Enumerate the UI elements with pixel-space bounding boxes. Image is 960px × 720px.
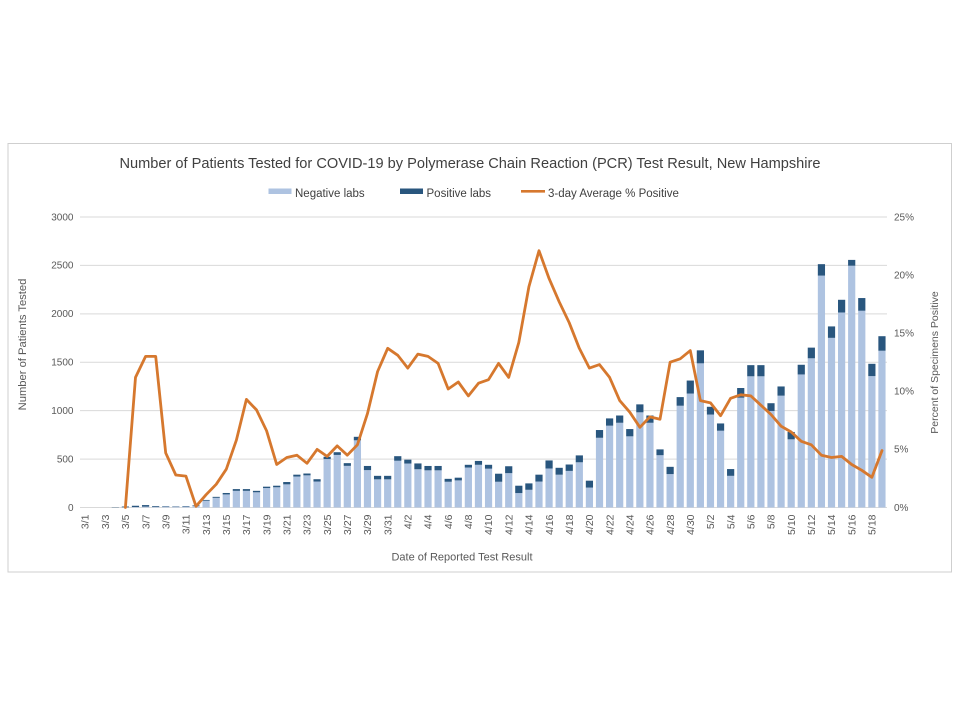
svg-text:3/11: 3/11: [181, 514, 193, 534]
svg-text:5/14: 5/14: [826, 514, 838, 535]
svg-text:3-day Average % Positive: 3-day Average % Positive: [548, 188, 679, 200]
svg-text:15%: 15%: [894, 329, 914, 340]
svg-text:0%: 0%: [894, 503, 909, 514]
svg-text:5/8: 5/8: [766, 514, 778, 529]
svg-text:Number of Patients Tested for: Number of Patients Tested for COVID-19 b…: [119, 156, 820, 172]
svg-text:5/4: 5/4: [725, 514, 737, 529]
svg-text:5/6: 5/6: [746, 514, 758, 529]
svg-text:Positive labs: Positive labs: [427, 188, 492, 200]
svg-text:20%: 20%: [894, 270, 914, 281]
svg-text:500: 500: [57, 454, 74, 465]
svg-text:4/26: 4/26: [645, 514, 657, 535]
svg-text:3/29: 3/29: [362, 514, 374, 535]
svg-text:3000: 3000: [51, 212, 74, 223]
svg-text:4/28: 4/28: [665, 514, 677, 535]
svg-text:Date of Reported Test Result: Date of Reported Test Result: [391, 552, 532, 564]
svg-text:5/16: 5/16: [846, 514, 858, 535]
svg-text:3/13: 3/13: [201, 514, 213, 535]
svg-text:3/15: 3/15: [221, 514, 233, 535]
svg-text:4/20: 4/20: [584, 514, 596, 535]
svg-text:3/21: 3/21: [282, 514, 294, 535]
svg-text:5/18: 5/18: [867, 514, 879, 535]
svg-text:4/2: 4/2: [403, 514, 415, 529]
svg-text:4/24: 4/24: [625, 514, 637, 535]
svg-text:2500: 2500: [51, 261, 74, 272]
svg-text:5/2: 5/2: [705, 514, 717, 529]
svg-text:4/30: 4/30: [685, 514, 697, 535]
svg-text:5/10: 5/10: [786, 514, 798, 535]
svg-text:3/31: 3/31: [382, 514, 394, 535]
svg-text:10%: 10%: [894, 387, 914, 398]
svg-text:3/27: 3/27: [342, 514, 354, 535]
svg-text:3/19: 3/19: [261, 514, 273, 535]
svg-text:4/6: 4/6: [443, 514, 455, 529]
svg-text:4/14: 4/14: [524, 514, 536, 535]
svg-text:5%: 5%: [894, 445, 909, 456]
svg-text:3/23: 3/23: [302, 514, 314, 535]
svg-text:4/22: 4/22: [604, 514, 616, 535]
svg-text:25%: 25%: [894, 212, 914, 223]
svg-text:3/9: 3/9: [160, 514, 172, 529]
svg-text:3/1: 3/1: [80, 514, 92, 529]
svg-text:4/18: 4/18: [564, 514, 576, 535]
svg-text:3/3: 3/3: [100, 514, 112, 529]
svg-text:4/4: 4/4: [423, 514, 435, 529]
svg-text:4/10: 4/10: [483, 514, 495, 535]
svg-text:3/7: 3/7: [140, 514, 152, 529]
svg-text:3/17: 3/17: [241, 514, 253, 535]
svg-text:2000: 2000: [51, 309, 74, 320]
svg-text:4/16: 4/16: [544, 514, 556, 535]
svg-text:3/5: 3/5: [120, 514, 132, 529]
svg-text:1000: 1000: [51, 406, 74, 417]
svg-text:1500: 1500: [51, 358, 74, 369]
svg-text:Negative labs: Negative labs: [295, 188, 365, 200]
svg-text:Number of Patients Tested: Number of Patients Tested: [17, 279, 29, 411]
svg-text:5/12: 5/12: [806, 514, 818, 535]
svg-text:0: 0: [68, 503, 74, 514]
svg-text:4/12: 4/12: [503, 514, 515, 535]
svg-text:4/8: 4/8: [463, 514, 475, 529]
svg-text:3/25: 3/25: [322, 514, 334, 535]
svg-text:Percent of Specimens Positive: Percent of Specimens Positive: [929, 291, 941, 434]
